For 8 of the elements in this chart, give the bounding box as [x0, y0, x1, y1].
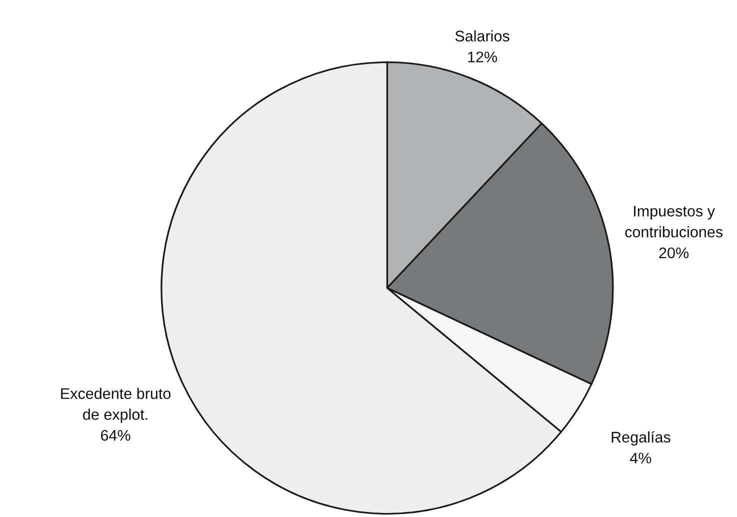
slice-label: Regalías [612, 431, 670, 446]
data-label: 4% [630, 452, 652, 464]
data-label: 12% [468, 52, 498, 62]
data-label: 64% [101, 430, 130, 441]
slice-label: Excedente bruto de explot. [61, 388, 171, 423]
slice-label: Salarios [455, 30, 510, 42]
data-label: 20% [659, 247, 689, 258]
slice-label: Impuestos y contribuciones [625, 206, 723, 238]
